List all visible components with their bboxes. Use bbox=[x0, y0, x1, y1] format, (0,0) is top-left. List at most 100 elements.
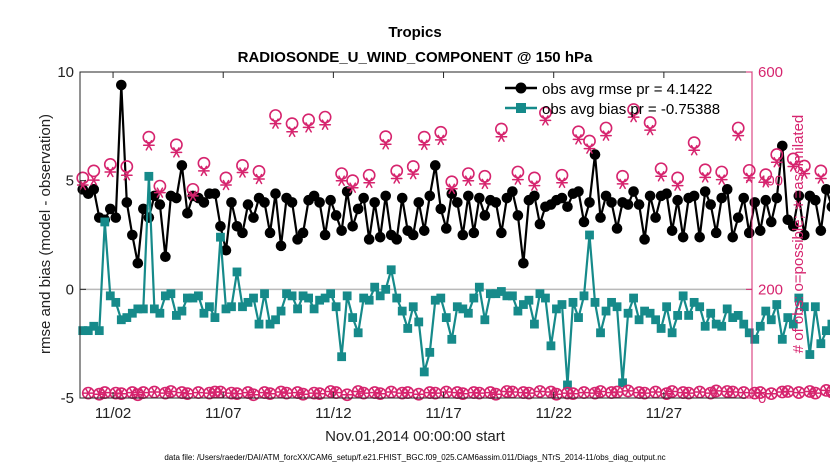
assimilated-obs-point bbox=[379, 139, 392, 150]
rmse-point bbox=[110, 212, 122, 223]
star-stroke bbox=[206, 387, 213, 399]
legend-rmse-marker bbox=[515, 82, 527, 94]
bias-point bbox=[645, 308, 655, 318]
possible-obs-point bbox=[742, 163, 756, 177]
rmse-point bbox=[474, 192, 485, 204]
star-stroke bbox=[294, 387, 301, 398]
star-stroke bbox=[106, 166, 114, 178]
legend: obs avg rmse pr = 4.1422 obs avg bias pr… bbox=[505, 81, 720, 118]
assimilated-obs-point bbox=[429, 387, 442, 399]
y-right-tick-label: 400 bbox=[758, 173, 783, 190]
assimilated-obs-point bbox=[319, 119, 332, 130]
bias-point bbox=[689, 297, 699, 307]
bias-point bbox=[243, 297, 253, 307]
star-stroke bbox=[283, 387, 290, 399]
assimilated-obs-point bbox=[76, 179, 89, 191]
y-tick-label: 5 bbox=[66, 173, 74, 190]
bias-point bbox=[205, 302, 214, 312]
bias-point bbox=[375, 291, 385, 301]
bias-point bbox=[282, 289, 291, 299]
bias-point bbox=[530, 319, 539, 329]
legend-bias-marker bbox=[516, 103, 526, 113]
bias-point bbox=[651, 315, 661, 325]
bias-point bbox=[271, 315, 280, 325]
bias-point bbox=[265, 319, 275, 329]
rmse-point bbox=[429, 160, 441, 171]
star-stroke bbox=[305, 122, 312, 133]
rmse-point bbox=[633, 199, 645, 210]
bias-point bbox=[232, 267, 242, 277]
possible-obs-point bbox=[269, 109, 282, 122]
star-stroke bbox=[701, 172, 709, 183]
bias-point bbox=[348, 313, 358, 322]
rmse-point bbox=[418, 225, 430, 236]
assimilated-obs-point bbox=[374, 388, 387, 399]
assimilated-obs-point bbox=[644, 124, 657, 136]
star-stroke bbox=[156, 187, 164, 198]
assimilated-obs-point bbox=[186, 190, 199, 202]
assimilated-obs-point bbox=[82, 387, 95, 399]
data-file-footer: data file: /Users/raeder/DAI/ATM_forcXX/… bbox=[164, 453, 665, 462]
bias-point bbox=[331, 302, 341, 312]
bias-point bbox=[706, 308, 716, 318]
possible-obs-point bbox=[252, 165, 266, 178]
assimilated-obs-point bbox=[220, 179, 232, 191]
rmse-point bbox=[154, 199, 166, 210]
bias-point bbox=[298, 291, 308, 301]
assimilated-obs-point bbox=[726, 386, 739, 398]
y-axis-label: rmse and bias (model - observation) bbox=[37, 114, 54, 354]
star-stroke bbox=[652, 386, 659, 398]
star-stroke bbox=[448, 183, 456, 195]
bias-point bbox=[502, 291, 512, 301]
possible-obs-point bbox=[120, 160, 134, 173]
star-stroke bbox=[101, 387, 109, 398]
assimilated-obs-point bbox=[231, 388, 243, 399]
chart-title: Tropics bbox=[388, 24, 441, 41]
rmse-point bbox=[512, 210, 524, 221]
bias-point bbox=[777, 334, 787, 344]
assimilated-obs-point bbox=[506, 386, 519, 398]
bias-point bbox=[805, 350, 815, 359]
bias-point bbox=[739, 319, 749, 329]
rmse-point bbox=[104, 203, 116, 215]
bias-point bbox=[463, 308, 473, 318]
rmse-point bbox=[771, 192, 783, 204]
rmse-point bbox=[242, 199, 254, 210]
possible-obs-point bbox=[671, 171, 685, 185]
star-stroke bbox=[409, 168, 417, 180]
rmse-point bbox=[793, 190, 805, 202]
rmse-point bbox=[727, 231, 739, 243]
star-stroke bbox=[547, 386, 555, 398]
assimilated-obs-point bbox=[737, 387, 750, 398]
star-stroke bbox=[690, 144, 698, 156]
rmse-point bbox=[699, 186, 711, 197]
bias-point bbox=[607, 297, 616, 307]
possible-obs-point bbox=[494, 122, 508, 136]
rmse-point bbox=[639, 234, 650, 245]
star-stroke bbox=[371, 387, 379, 398]
assimilated-obs-point bbox=[192, 387, 205, 398]
bias-point bbox=[755, 321, 765, 331]
assimilated-obs-point bbox=[495, 131, 508, 142]
plot-area bbox=[76, 71, 830, 402]
rmse-point bbox=[826, 201, 830, 212]
star-stroke bbox=[321, 119, 329, 130]
star-stroke bbox=[767, 388, 775, 399]
assimilated-obs-point bbox=[418, 139, 431, 151]
star-stroke bbox=[184, 388, 191, 399]
assimilated-obs-point bbox=[478, 178, 491, 190]
rmse-point bbox=[358, 192, 369, 204]
possible-obs-point bbox=[362, 168, 376, 182]
bias-point bbox=[293, 304, 302, 314]
star-stroke bbox=[151, 386, 158, 398]
rmse-point bbox=[821, 184, 830, 195]
assimilated-obs-point bbox=[142, 140, 155, 151]
assimilated-obs-point bbox=[401, 387, 414, 398]
star-stroke bbox=[531, 180, 538, 191]
bias-point bbox=[485, 289, 495, 299]
star-stroke bbox=[442, 386, 450, 398]
bias-point bbox=[138, 304, 148, 314]
bias-point bbox=[397, 306, 407, 316]
star-stroke bbox=[481, 178, 489, 190]
possible-obs-point bbox=[169, 138, 183, 152]
